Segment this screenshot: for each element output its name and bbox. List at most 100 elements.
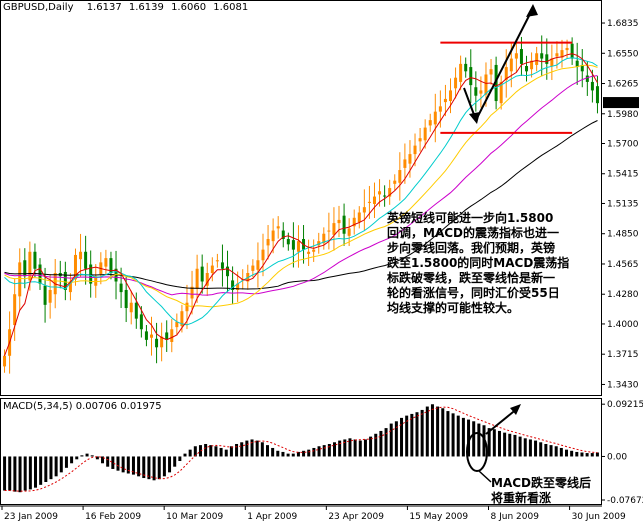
price-tick-label: 1.3715	[607, 350, 639, 360]
macd-panel-frame	[0, 398, 602, 505]
macd-bar	[400, 417, 404, 457]
candle-body	[388, 188, 392, 197]
macd-bar	[193, 446, 197, 457]
macd-bar	[575, 451, 579, 457]
macd-bar	[116, 456, 120, 471]
macd-bar	[131, 456, 135, 475]
close-value: 1.6081	[213, 2, 248, 13]
macd-bar	[59, 456, 63, 473]
macd-bar	[101, 456, 105, 464]
macd-bar	[90, 455, 94, 457]
candle-body	[28, 251, 32, 281]
candle-body	[550, 58, 554, 67]
macd-bar	[162, 456, 166, 477]
open-value: 1.6137	[87, 2, 122, 13]
ma-line-ma_slow2	[4, 120, 598, 290]
price-tick-label: 1.6265	[607, 80, 639, 90]
price-tick-label: 1.6835	[607, 19, 639, 29]
macd-bar	[121, 456, 125, 473]
macd-bar	[245, 440, 249, 457]
macd-bar	[394, 421, 398, 457]
macd-bar	[44, 456, 48, 483]
date-tick-label: 23 Apr 2009	[328, 512, 384, 522]
macd-bar	[595, 452, 599, 457]
macd-bar	[549, 445, 553, 457]
macd-bar	[363, 439, 367, 457]
macd-bar	[508, 433, 512, 457]
price-tick-label: 1.5415	[607, 170, 639, 180]
candle-body	[530, 60, 534, 70]
date-tick-label: 16 Feb 2009	[85, 512, 141, 522]
macd-bar	[75, 456, 79, 460]
macd-signal-path	[4, 406, 598, 492]
macd-tick-label: 0.00	[607, 452, 627, 462]
date-axis: 23 Jan 2009 16 Feb 2009 10 Mar 2009 1 Apr 2…	[1, 506, 626, 522]
candle-body	[150, 334, 153, 338]
macd-bar	[405, 415, 409, 457]
candle-body	[144, 331, 148, 340]
macd-bar	[461, 417, 465, 457]
candle-body	[200, 266, 204, 282]
candle-body	[109, 258, 113, 273]
macd-bar	[276, 450, 280, 457]
macd-title: MACD(5,34,5) 0.00706 0.01975	[3, 401, 162, 412]
macd-bar	[534, 440, 538, 457]
candle-body	[139, 314, 143, 330]
candle-body	[231, 280, 235, 290]
macd-bar	[564, 449, 568, 457]
macd-signal-line	[4, 406, 598, 492]
moving-averages	[4, 53, 598, 356]
candle-body	[195, 268, 199, 289]
macd-bar	[8, 456, 12, 491]
candle-body	[226, 266, 230, 277]
macd-bar	[456, 415, 460, 457]
price-annotation-line: 步向零线回落。我们预期，英镑	[387, 240, 555, 255]
macd-bar	[523, 438, 527, 457]
candle-body	[332, 223, 336, 235]
date-tick-label: 23 Jan 2009	[4, 512, 58, 522]
candle-body	[73, 254, 77, 280]
macd-axis: 0.09215 0.00 -0.07672	[601, 400, 643, 506]
candle-body	[79, 251, 83, 260]
macd-bar	[183, 453, 187, 457]
macd-bar	[23, 456, 27, 491]
macd-bar	[198, 445, 202, 457]
symbol-text: GBPUSD,Daily	[3, 2, 74, 13]
candle-body	[210, 265, 214, 273]
macd-highlight-circle	[466, 432, 488, 472]
price-tick-label: 1.3430	[607, 380, 639, 390]
candle-body	[134, 302, 138, 319]
forecast-arrow	[463, 4, 538, 124]
price-annotation-line: 英镑短线可能进一步向1.5800	[387, 210, 553, 225]
price-tick-label: 1.6550	[607, 49, 639, 59]
candle-body	[418, 138, 422, 142]
candle-body	[479, 90, 483, 94]
macd-bar	[286, 453, 290, 457]
macd-bar	[28, 456, 32, 490]
candle-body	[281, 230, 285, 240]
macd-bar	[477, 423, 481, 457]
candle-body	[84, 251, 88, 269]
macd-bar	[554, 446, 558, 457]
macd-bar	[441, 408, 445, 457]
ma-line-ma_fast	[4, 53, 598, 356]
candle-body	[89, 264, 93, 284]
candle-body	[575, 60, 579, 68]
macd-bar	[178, 456, 182, 462]
macd-histogram	[3, 404, 599, 493]
price-tick-label: 1.5700	[607, 139, 639, 149]
candle-body	[175, 321, 179, 328]
macd-bar	[34, 456, 38, 488]
price-annotation-line: 轮的看涨信号，同时汇价受55日	[387, 285, 560, 300]
macd-bar	[451, 413, 455, 457]
price-tick-label: 1.4850	[607, 230, 639, 240]
candle-body	[347, 228, 351, 236]
candle-body	[408, 154, 412, 164]
macd-annotation-line: 将重新看涨	[491, 490, 551, 505]
macd-bar	[142, 456, 146, 479]
candle-body	[403, 159, 407, 168]
candle-body	[423, 127, 427, 141]
macd-bar	[49, 456, 53, 480]
macd-bar	[358, 440, 362, 457]
macd-bar	[152, 456, 156, 481]
